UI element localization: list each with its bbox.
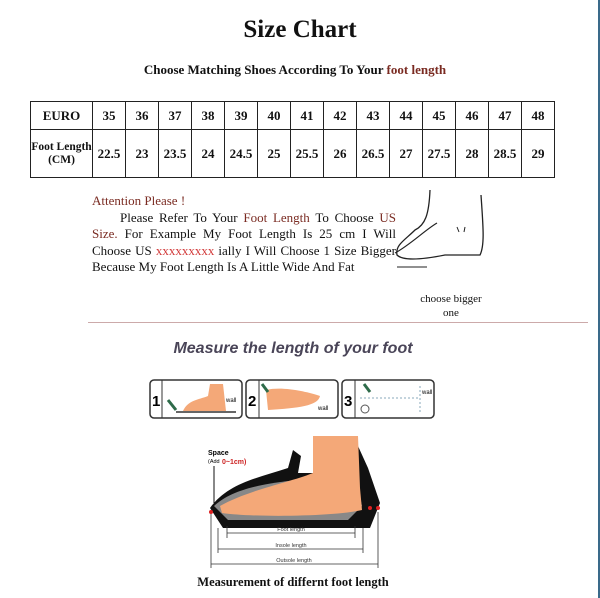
insole-length-label: Insole length <box>275 543 306 549</box>
step-1: 1 wall <box>149 379 243 419</box>
space-label: Space <box>208 450 229 457</box>
euro-size-cell: 40 <box>257 101 291 130</box>
euro-size-cell: 45 <box>422 101 456 130</box>
euro-size-cell: 39 <box>224 101 258 130</box>
choose-bigger-label: choose bigger one <box>420 293 482 319</box>
euro-size-cell: 48 <box>521 101 555 130</box>
euro-header: EURO <box>30 101 93 130</box>
subtitle: Choose Matching Shoes According To Your … <box>0 62 590 78</box>
step-number: 1 <box>152 393 160 410</box>
step-3: 3 wall <box>341 379 435 419</box>
euro-size-cell: 44 <box>389 101 423 130</box>
subtitle-highlight: foot length <box>386 62 447 77</box>
attention-heading: Attention Please ! <box>92 193 186 208</box>
attn-highlight: Foot Length <box>243 209 310 225</box>
foot-length-cell: 29 <box>521 129 555 178</box>
step-2: 2 wall <box>245 379 339 419</box>
wall-label: wall <box>317 406 328 412</box>
euro-size-cell: 46 <box>455 101 489 130</box>
foot-length-cell: 27.5 <box>422 129 456 178</box>
attn-text: Please Refer To Your <box>120 209 244 225</box>
attn-text: To Choose <box>309 209 380 225</box>
foot-length-cell: 27 <box>389 129 423 178</box>
shoe-cross-section: Space (Add 0~1cm) Foot length Insole len… <box>208 436 380 568</box>
foot-length-cell: 26 <box>323 129 357 178</box>
foot-length-row: Foot Length (CM) 22.5 23 23.5 24 24.5 25 25.5 2… <box>30 129 555 178</box>
euro-size-cell: 37 <box>158 101 192 130</box>
attn-highlight: US Size. <box>92 209 396 242</box>
wall-label: wall <box>421 390 432 396</box>
caption: Measurement of differnt foot length <box>197 575 389 589</box>
outsole-length-label: Outsole length <box>276 558 311 564</box>
measure-title: Measure the length of your foot <box>173 340 413 357</box>
foot-length-cell: 25.5 <box>290 129 324 178</box>
measurement-illustration: 1 wall 2 wall 3 wall <box>149 379 435 568</box>
attn-redacted: xxxxxxxxx <box>155 242 215 258</box>
foot-length-cell: 28 <box>455 129 489 178</box>
add-label: (Add <box>208 459 220 465</box>
euro-size-cell: 38 <box>191 101 225 130</box>
step-number: 3 <box>344 393 352 410</box>
step-number: 2 <box>248 393 256 410</box>
euro-size-cell: 42 <box>323 101 357 130</box>
foot-length-label: Foot length <box>277 527 305 533</box>
foot-sketch-icon <box>394 189 484 268</box>
page-title: Size Chart <box>243 16 357 43</box>
attention-note: Attention Please ! Please Refer To Your … <box>92 193 396 276</box>
euro-size-cell: 36 <box>125 101 159 130</box>
foot-length-cell: 23 <box>125 129 159 178</box>
euro-row: EURO 35 36 37 38 39 40 41 42 43 44 45 46 47 48 <box>30 101 555 130</box>
foot-length-cell: 24.5 <box>224 129 258 178</box>
foot-length-cell: 22.5 <box>92 129 126 178</box>
wall-label: wall <box>225 398 236 404</box>
foot-length-cell: 23.5 <box>158 129 192 178</box>
foot-length-cell: 24 <box>191 129 225 178</box>
euro-size-cell: 43 <box>356 101 390 130</box>
euro-size-cell: 47 <box>488 101 522 130</box>
euro-size-cell: 35 <box>92 101 126 130</box>
foot-length-cell: 28.5 <box>488 129 522 178</box>
euro-size-cell: 41 <box>290 101 324 130</box>
attn-text: ially I Will Choose 1 Size Bigger Becaus… <box>92 242 396 275</box>
foot-length-header: Foot Length (CM) <box>30 129 93 178</box>
foot-length-cell: 25 <box>257 129 291 178</box>
foot-length-cell: 26.5 <box>356 129 390 178</box>
divider <box>88 322 588 323</box>
edge-border <box>598 0 600 598</box>
size-table: EURO 35 36 37 38 39 40 41 42 43 44 45 46 47 48 Foot L… <box>30 101 555 178</box>
add-value: 0~1cm) <box>222 459 246 466</box>
attention-body: Please Refer To Your Foot Length To Choo… <box>92 210 396 276</box>
subtitle-text: Choose Matching Shoes According To Your <box>143 62 387 77</box>
attn-text: For Example My Foot Length Is 25 cm I Wi… <box>92 226 396 258</box>
